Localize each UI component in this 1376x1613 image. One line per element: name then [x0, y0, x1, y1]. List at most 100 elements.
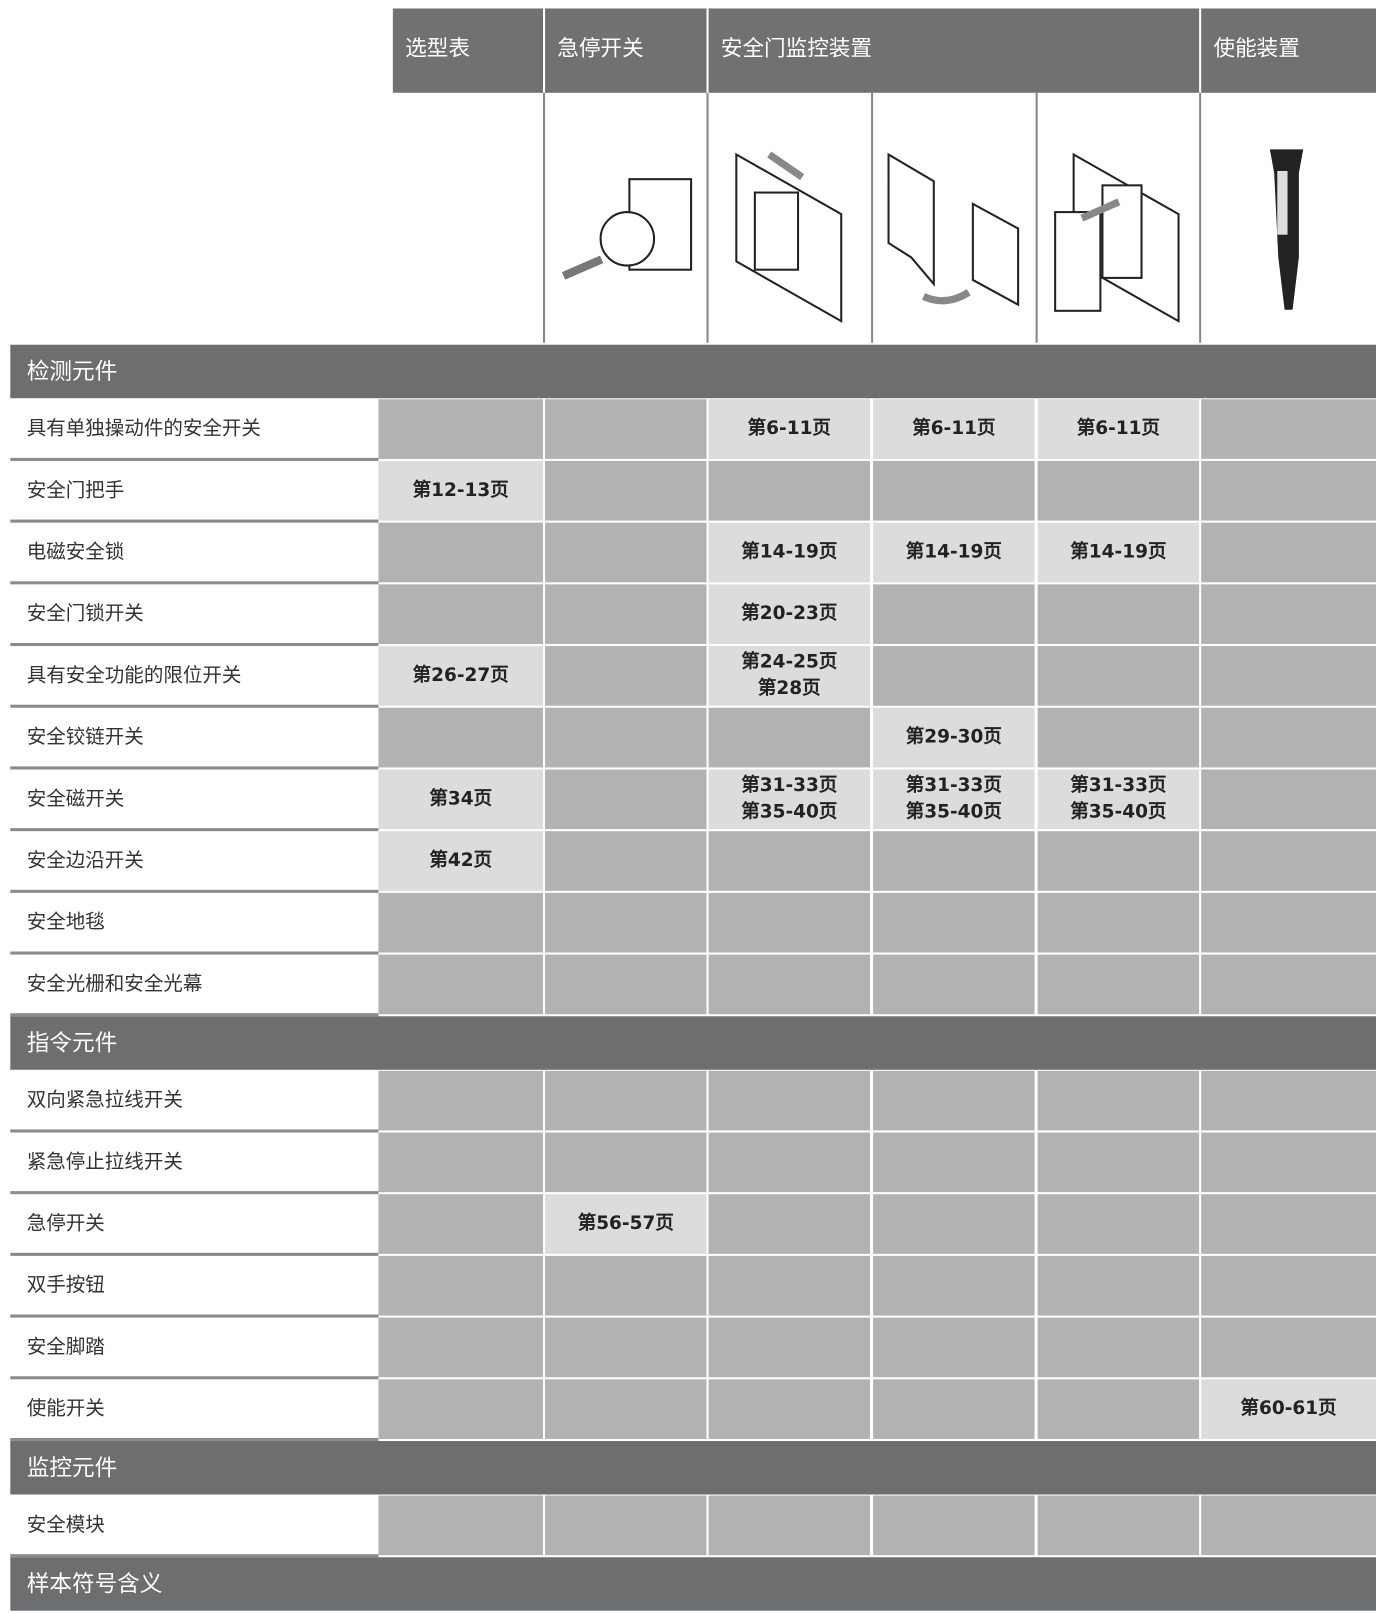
- cell: [378, 707, 543, 768]
- cell: [378, 522, 543, 583]
- cell: [708, 1255, 871, 1316]
- cell: [873, 584, 1035, 645]
- cell: [545, 769, 707, 830]
- cell: [708, 892, 871, 953]
- cell: [708, 707, 871, 768]
- section-band: [10, 1441, 1376, 1495]
- cell: [873, 1070, 1035, 1131]
- cell: [378, 1255, 543, 1316]
- cell: [708, 399, 871, 459]
- cell: [1201, 1070, 1376, 1131]
- row-separator: [10, 457, 379, 461]
- row-separator: [10, 1252, 379, 1256]
- cell: [378, 460, 543, 521]
- row-label: 具有单独操动件的安全开关: [27, 417, 261, 440]
- page-ref: 第34页: [429, 787, 492, 809]
- page-ref: 第14-19页: [741, 540, 837, 562]
- page-ref: 第6-11页: [1077, 417, 1160, 439]
- cell: [378, 1070, 543, 1131]
- cell: [873, 1495, 1035, 1556]
- row-label: 具有安全功能的限位开关: [27, 663, 242, 686]
- cell: [873, 892, 1035, 953]
- page-ref: 第28页: [758, 677, 821, 699]
- cell: [545, 522, 707, 583]
- row-label: 安全地毯: [27, 910, 105, 933]
- cell: [873, 399, 1035, 459]
- cell: [1037, 769, 1200, 830]
- header-label: 选型表: [405, 37, 470, 62]
- cell: [545, 1070, 707, 1131]
- cell: [545, 1194, 707, 1254]
- row-separator: [10, 1376, 379, 1380]
- row-label: 安全门锁开关: [27, 602, 144, 625]
- section-title: 监控元件: [27, 1455, 117, 1481]
- cell: [545, 954, 707, 1015]
- page-ref: 第56-57页: [578, 1212, 674, 1234]
- cell: [1201, 399, 1376, 459]
- page-ref: 第42页: [429, 849, 492, 871]
- cell: [545, 1495, 707, 1556]
- cell: [873, 1255, 1035, 1316]
- cell: [1201, 1255, 1376, 1316]
- row-label: 安全磁开关: [27, 787, 125, 810]
- cell: [1201, 831, 1376, 891]
- page-ref: 第60-61页: [1241, 1397, 1337, 1419]
- cell: [1037, 1495, 1200, 1556]
- cell: [545, 707, 707, 768]
- cell: [708, 1379, 871, 1439]
- cell: [1037, 1255, 1200, 1316]
- cell: [873, 769, 1035, 830]
- cell: [545, 646, 707, 706]
- icons: [542, 92, 1304, 343]
- row-label: 急停开关: [27, 1212, 105, 1235]
- cell: [378, 399, 543, 459]
- page-ref: 第20-23页: [741, 602, 837, 624]
- cell: [378, 831, 543, 891]
- row-label: 安全铰链开关: [27, 725, 144, 748]
- page-ref: 第14-19页: [1070, 540, 1166, 562]
- cell: [873, 831, 1035, 891]
- page-ref: 第24-25页: [741, 651, 837, 673]
- section-band: [10, 344, 1376, 399]
- cell: [708, 646, 871, 706]
- cell: [1037, 460, 1200, 521]
- section-title: 样本符号含义: [27, 1571, 163, 1597]
- section-title: 指令元件: [27, 1031, 117, 1057]
- cell: [545, 1255, 707, 1316]
- cell: [873, 1194, 1035, 1254]
- header-cell: [1201, 8, 1376, 93]
- cell: [1201, 646, 1376, 706]
- cell: [1201, 954, 1376, 1015]
- page-ref: 第31-33页: [906, 774, 1002, 796]
- cell: [708, 1132, 871, 1193]
- row-separator: [10, 1314, 379, 1318]
- cell: [873, 646, 1035, 706]
- cell: [545, 892, 707, 953]
- cell: [378, 1495, 543, 1556]
- page-ref: 第14-19页: [906, 540, 1002, 562]
- cell: [1037, 707, 1200, 768]
- cell: [1201, 1194, 1376, 1254]
- cell: [1201, 460, 1376, 521]
- page-ref: 第6-11页: [748, 417, 831, 439]
- header-label: 急停开关: [557, 37, 643, 62]
- cell: [1201, 707, 1376, 768]
- cell: [1037, 1317, 1200, 1378]
- cell: [873, 1379, 1035, 1439]
- cell: [708, 831, 871, 891]
- cell: [545, 1132, 707, 1193]
- cell: [1201, 522, 1376, 583]
- cell: [1037, 831, 1200, 891]
- cell: [378, 584, 543, 645]
- cell: [708, 954, 871, 1015]
- row-separator: [10, 1191, 379, 1195]
- cell: [378, 1132, 543, 1193]
- cell: [545, 1379, 707, 1439]
- cell: [1201, 892, 1376, 953]
- cell: [1037, 399, 1200, 459]
- cell: [708, 1317, 871, 1378]
- row-separator: [10, 519, 379, 523]
- cell: [708, 1070, 871, 1131]
- cell: [873, 522, 1035, 583]
